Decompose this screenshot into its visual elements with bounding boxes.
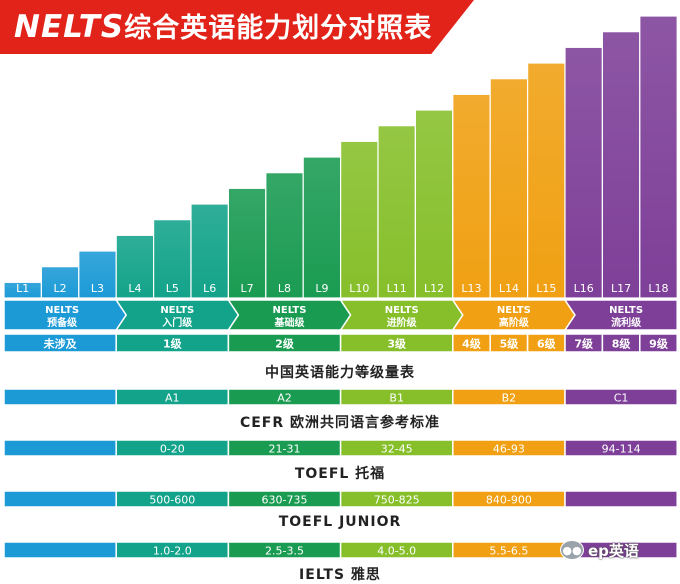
ielts-label: IELTS 雅思 <box>299 567 381 583</box>
wechat-icon: ●● <box>560 540 584 560</box>
china-scale-text-8: 7级 <box>574 337 594 351</box>
china-scale-text-3: 2级 <box>275 337 295 351</box>
china-scale-text-6: 5级 <box>500 337 520 351</box>
stage-label-brand: NELTS <box>273 305 307 316</box>
toefl-label: TOEFL 托福 <box>294 466 386 482</box>
china-scale-text-10: 9级 <box>649 337 669 351</box>
bar-label-l5: L5 <box>166 282 179 295</box>
title-banner <box>0 0 474 54</box>
stage-label-name: 高阶级 <box>499 316 530 329</box>
bar-label-l3: L3 <box>91 282 104 295</box>
bar-label-l12: L12 <box>424 282 444 295</box>
bar-l9 <box>302 156 342 299</box>
exam-text-2-6: 94-114 <box>602 443 641 456</box>
bar-l4 <box>115 234 155 299</box>
title-brand: NELTS <box>14 9 125 45</box>
china-scale-text-9: 8级 <box>612 337 632 351</box>
bar-label-l11: L11 <box>387 282 407 295</box>
bar-label-l16: L16 <box>574 282 594 295</box>
watermark-text: ep英语 <box>588 541 639 560</box>
bar-label-l8: L8 <box>278 282 291 295</box>
bar-l7 <box>227 187 267 299</box>
bar-l15 <box>526 62 566 299</box>
bar-l17 <box>601 31 641 299</box>
stage-label-name: 基础级 <box>274 316 306 329</box>
bar-label-l9: L9 <box>315 282 328 295</box>
stage-label-name: 流利级 <box>611 316 642 329</box>
stage-band-6 <box>563 299 678 331</box>
bar-l18 <box>639 15 678 299</box>
bar-l3 <box>78 250 117 299</box>
bar-l11 <box>377 125 417 299</box>
stage-label-name: 入门级 <box>162 316 193 329</box>
exam-band-2-1 <box>3 439 117 457</box>
exam-text-1-3: A2 <box>277 392 292 405</box>
watermark: ●● ep英语 <box>560 538 672 562</box>
bar-label-l18: L18 <box>648 282 668 295</box>
bar-l2 <box>40 266 80 299</box>
stage-label-name: 进阶级 <box>387 316 418 329</box>
bar-l6 <box>190 203 230 299</box>
bar-label-l6: L6 <box>203 282 216 295</box>
exam-text-2-3: 21-31 <box>269 443 301 456</box>
exam-text-2-5: 46-93 <box>493 443 525 456</box>
bar-label-l1: L1 <box>16 282 29 295</box>
exam-text-4-5: 5.5-6.5 <box>489 545 528 558</box>
bar-l8 <box>265 172 304 299</box>
bar-label-l10: L10 <box>349 282 369 295</box>
bar-label-l15: L15 <box>536 282 556 295</box>
exam-text-1-6: C1 <box>614 392 629 405</box>
bar-l13 <box>452 93 491 299</box>
exam-band-1-6 <box>564 388 678 406</box>
bar-l5 <box>153 219 192 299</box>
cefr-label: CEFR 欧洲共同语言参考标准 <box>239 415 441 431</box>
exam-text-3-3: 630-735 <box>262 494 308 507</box>
bar-l10 <box>340 140 379 299</box>
exam-text-3-4: 750-825 <box>374 494 420 507</box>
bar-label-l14: L14 <box>499 282 519 295</box>
exam-text-4-3: 2.5-3.5 <box>265 545 304 558</box>
stage-label-brand: NELTS <box>385 305 419 316</box>
china-scale-band-10 <box>639 333 678 353</box>
exam-band-2-6 <box>564 439 678 457</box>
exam-text-3-5: 840-900 <box>486 494 532 507</box>
toefl-junior-label: TOEFL JUNIOR <box>278 514 402 530</box>
china-scale-text-2: 1级 <box>163 337 183 351</box>
exam-text-4-4: 4.0-5.0 <box>377 545 416 558</box>
title-main: 综合英语能力划分对照表 <box>124 13 433 44</box>
exam-band-3-1 <box>3 490 117 508</box>
bar-label-l17: L17 <box>611 282 631 295</box>
exam-text-3-2: 500-600 <box>149 494 195 507</box>
stage-label-brand: NELTS <box>609 305 643 316</box>
china-scale-text-1: 未涉及 <box>43 337 78 351</box>
china-scale-label: 中国英语能力等级量表 <box>265 365 415 381</box>
exam-text-1-5: B2 <box>502 392 517 405</box>
china-scale-text-4: 3级 <box>387 337 407 351</box>
exam-text-2-4: 32-45 <box>381 443 413 456</box>
bar-label-l2: L2 <box>54 282 67 295</box>
bar-label-l13: L13 <box>461 282 481 295</box>
stage-label-brand: NELTS <box>160 305 194 316</box>
bar-l14 <box>489 78 529 299</box>
exam-text-1-4: B1 <box>389 392 404 405</box>
bar-l16 <box>564 46 604 299</box>
exam-band-1-1 <box>3 388 117 406</box>
exam-band-4-1 <box>3 541 117 559</box>
bar-label-l7: L7 <box>241 282 254 295</box>
chart-title: NELTS综合英语能力划分对照表 <box>14 6 432 45</box>
china-scale-text-5: 4级 <box>462 337 482 351</box>
china-scale-text-7: 6级 <box>537 337 557 351</box>
exam-band-3-6 <box>564 490 678 508</box>
bar-label-l4: L4 <box>128 282 141 295</box>
bar-l12 <box>414 109 454 299</box>
exam-text-2-2: 0-20 <box>160 443 185 456</box>
exam-text-4-2: 1.0-2.0 <box>153 545 192 558</box>
stage-label-brand: NELTS <box>45 305 79 316</box>
exam-text-1-2: A1 <box>165 392 180 405</box>
stage-label-brand: NELTS <box>497 305 531 316</box>
stage-label-name: 预备级 <box>47 316 78 329</box>
